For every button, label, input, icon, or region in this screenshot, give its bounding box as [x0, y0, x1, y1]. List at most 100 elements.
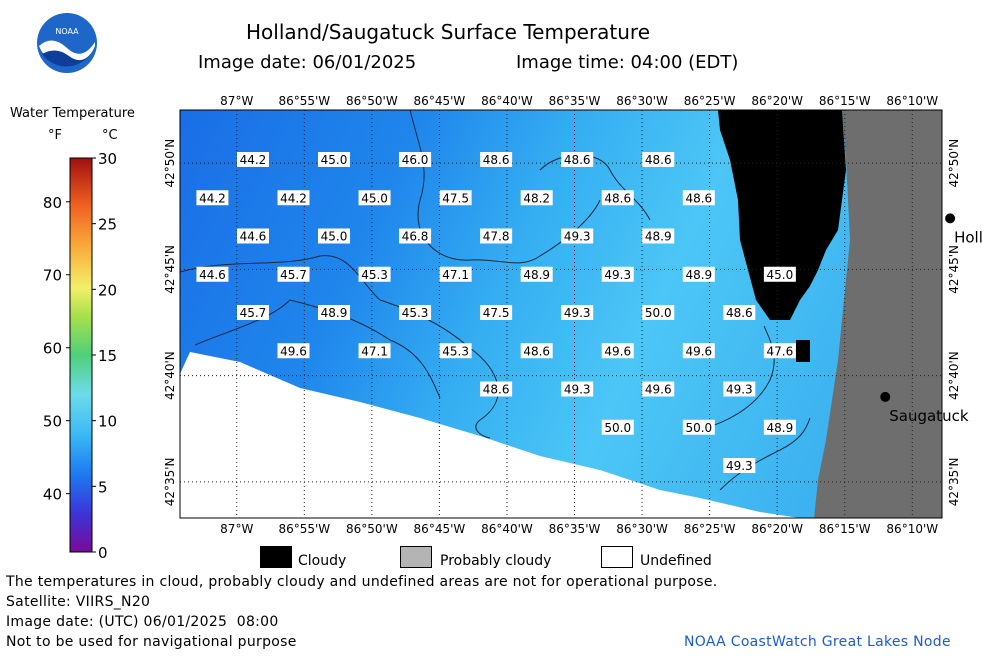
utc-date: Image date: (UTC) 06/01/2025 08:00 [6, 614, 279, 630]
colorbar-c-label: 10 [98, 413, 117, 431]
legend-probably-cloudy-label: Probably cloudy [440, 553, 552, 569]
noaa-logo-text: NOAA [55, 27, 79, 36]
temperature-label-box [642, 381, 675, 397]
temperature-label: 50.0 [685, 421, 712, 435]
temperature-label: 48.9 [645, 230, 672, 244]
temperature-label: 47.8 [483, 230, 510, 244]
temperature-label-box [439, 190, 472, 206]
page-title: Holland/Saugatuck Surface Temperature [246, 20, 651, 44]
latitude-label-right: 42°45'N [947, 245, 961, 294]
longitude-label-top: 86°10'W [886, 94, 938, 108]
temperature-label-box [763, 419, 796, 435]
temperature-label-box [723, 305, 756, 320]
longitude-label-bottom: 87°W [220, 522, 253, 536]
temperature-label: 48.6 [645, 153, 672, 167]
longitude-label-bottom: 86°50'W [346, 522, 398, 536]
longitude-label-bottom: 86°55'W [278, 522, 330, 536]
longitude-label-bottom: 86°45'W [414, 522, 466, 536]
temperature-label-box [723, 381, 756, 397]
temperature-label-box [601, 266, 634, 282]
temperature-label: 50.0 [645, 306, 672, 320]
city-label: Saugatuck [889, 407, 969, 425]
temperature-label: 47.5 [442, 191, 469, 205]
colorbar-c-label: 30 [98, 150, 117, 168]
temperature-label: 48.2 [523, 191, 550, 205]
temperature-label: 44.2 [240, 153, 267, 167]
temperature-label-box [196, 190, 229, 206]
temperature-label: 49.3 [604, 268, 631, 282]
navigation-warning: Not to be used for navigational purpose [6, 634, 297, 650]
longitude-label-bottom: 86°35'W [549, 522, 601, 536]
map-area: 44.2 45.0 46.0 48.6 48.6 48.6 44.2 44.2 45.0 47.5… [180, 110, 942, 518]
temperature-label: 49.3 [564, 383, 591, 397]
temperature-label: 45.3 [361, 268, 388, 282]
map-frame [179, 109, 943, 519]
temperature-label-box [520, 266, 553, 282]
temperature-label: 49.6 [645, 383, 672, 397]
temperature-map: 44.2 45.0 46.0 48.6 48.6 48.6 44.2 44.2 45.0 47.5… [163, 94, 982, 536]
temperature-label: 48.9 [321, 306, 348, 320]
temperature-label: 44.6 [199, 268, 226, 282]
longitude-label-top: 86°40'W [481, 94, 533, 108]
legend-undefined-swatch [601, 546, 633, 568]
temperature-label: 49.6 [280, 344, 307, 358]
longitude-label-bottom: 86°15'W [819, 522, 871, 536]
colorbar-title: Water Temperature [10, 106, 135, 121]
colorbar-c-label: 15 [98, 347, 117, 365]
temperature-label-box [318, 152, 351, 167]
colorbar-f-label: 40 [43, 486, 62, 504]
temperature-label-box [439, 266, 472, 282]
longitude-label-top: 86°35'W [549, 94, 601, 108]
temperature-label-box [399, 152, 432, 167]
temperature-label-box [358, 190, 391, 206]
temperature-label: 45.7 [280, 268, 307, 282]
temperature-label-box [277, 343, 310, 359]
temperature-label: 48.6 [523, 344, 550, 358]
temperature-label-box [277, 190, 310, 206]
image-time: Image time: 04:00 (EDT) [516, 52, 739, 73]
temperature-label: 48.6 [483, 153, 510, 167]
temperature-label-box [601, 190, 634, 206]
temperature-label-box [399, 305, 432, 320]
colorbar-c-label: 20 [98, 281, 117, 299]
temperature-label-box [520, 190, 553, 206]
temperature-label-box [601, 419, 634, 435]
temperature-label-box [236, 228, 269, 244]
longitude-label-top: 86°15'W [819, 94, 871, 108]
temperature-label: 45.0 [321, 230, 348, 244]
temperature-label: 45.3 [402, 306, 429, 320]
temperature-label: 49.3 [726, 459, 753, 473]
temperature-label-box [763, 266, 796, 282]
temperature-label: 48.6 [564, 153, 591, 167]
temperature-label: 46.8 [402, 230, 429, 244]
temperature-label: 45.0 [767, 268, 794, 282]
temperature-label-box [682, 266, 715, 282]
longitude-label-top: 86°30'W [616, 94, 668, 108]
temperature-label-box [520, 343, 553, 359]
temperature-label: 48.6 [604, 191, 631, 205]
temperature-label-box [480, 381, 513, 397]
colorbar-c-label: 0 [98, 544, 108, 562]
temperature-label: 47.5 [483, 306, 510, 320]
isotherm-line [409, 110, 601, 264]
temperature-label: 48.9 [523, 268, 550, 282]
temperature-label: 48.9 [767, 421, 794, 435]
temperature-label: 45.3 [442, 344, 469, 358]
temperature-label-box [601, 343, 634, 359]
temperature-label: 49.6 [604, 344, 631, 358]
longitude-label-top: 86°20'W [751, 94, 803, 108]
longitude-label-top: 86°45'W [414, 94, 466, 108]
temperature-label-box [480, 228, 513, 244]
city-label: Holland [954, 228, 982, 246]
temperature-label-box [561, 381, 594, 397]
temperature-label: 48.6 [483, 383, 510, 397]
image-date: Image date: 06/01/2025 [198, 52, 417, 73]
latitude-label-left: 42°40'N [163, 351, 177, 400]
longitude-label-bottom: 86°25'W [684, 522, 736, 536]
longitude-label-top: 87°W [220, 94, 253, 108]
temperature-label-box [763, 343, 796, 359]
longitude-label-top: 86°55'W [278, 94, 330, 108]
latitude-label-right: 42°35'N [947, 457, 961, 506]
undefined-area [180, 352, 800, 518]
temperature-label-box [642, 305, 675, 320]
